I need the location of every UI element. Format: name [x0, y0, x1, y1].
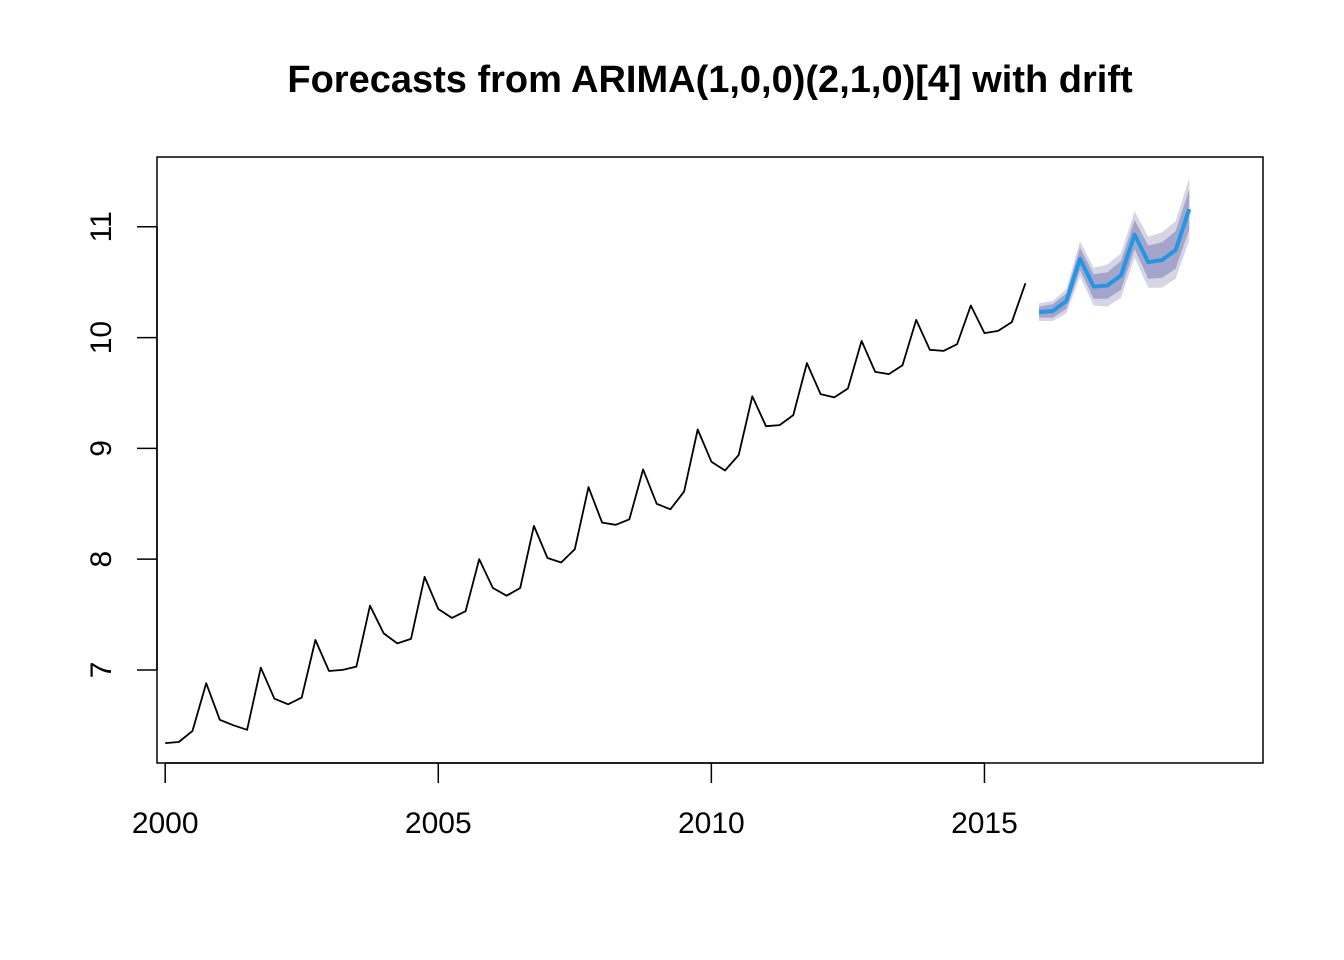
series-lines: [165, 208, 1192, 744]
x-tick-label: 2015: [951, 807, 1018, 840]
x-tick-label: 2010: [678, 807, 745, 840]
x-tick-label: 2000: [132, 807, 199, 840]
x-tick-label: 2005: [405, 807, 472, 840]
y-tick-label: 11: [85, 211, 118, 242]
y-tick-label: 9: [85, 440, 118, 457]
y-tick-label: 7: [85, 662, 118, 679]
y-tick-label: 10: [85, 321, 118, 354]
chart-title: Forecasts from ARIMA(1,0,0)(2,1,0)[4] wi…: [287, 59, 1133, 101]
y-axis: 7 8 9 10 11: [85, 211, 158, 679]
band-80: [1039, 189, 1190, 318]
y-tick-label: 8: [85, 551, 118, 568]
history-line: [165, 283, 1027, 744]
prediction-intervals: [1039, 178, 1190, 321]
band-95: [1039, 178, 1190, 321]
forecast-line: [1038, 208, 1192, 315]
x-axis: 2000 2005 2010 2015: [132, 762, 1018, 840]
